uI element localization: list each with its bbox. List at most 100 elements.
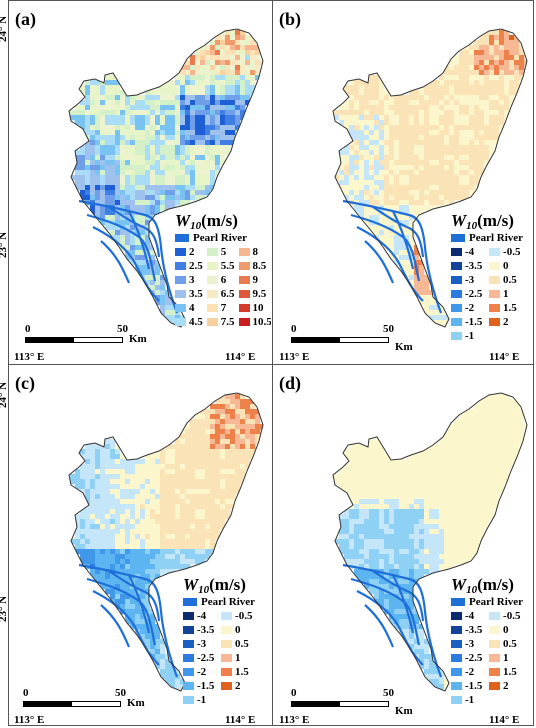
legend-value: 2	[189, 245, 195, 258]
city-boundary	[68, 28, 264, 328]
legend-value: 8	[252, 245, 259, 258]
lon-label-b-right: 114° E	[489, 351, 520, 363]
legend-swatch	[238, 261, 250, 270]
legend-swatch	[175, 275, 186, 284]
legend-swatch	[451, 275, 462, 284]
legend-swatch	[206, 275, 218, 284]
legend-value: 0	[503, 623, 509, 636]
legend-value: 5	[220, 245, 227, 258]
legend-value: -2	[197, 665, 207, 678]
panel-label-d: (d)	[279, 373, 301, 393]
legend-value: -1.5	[197, 679, 215, 692]
legend-item: -0.5	[489, 609, 523, 622]
legend-value: 1.5	[503, 301, 517, 314]
lon-label-c-left: 113° E	[14, 714, 45, 726]
legend-swatch	[206, 317, 218, 326]
scale-bar-d: 0 50 Km	[291, 687, 413, 717]
legend-item: 0	[489, 259, 523, 272]
legend-a: W10(m/s) Pearl River 2 2.5 3 3.5 4 4.5 5 5.5 6 6.…	[175, 211, 271, 328]
legend-item: 2.5	[175, 259, 203, 272]
lat-label-24-bottom: 24° N	[0, 382, 9, 408]
legend-item: -0.5	[221, 609, 255, 622]
legend-swatch	[451, 611, 462, 620]
legend-item: 6	[206, 273, 235, 286]
lat-label-23-bottom: 23° N	[0, 596, 9, 622]
legend-value: -1.5	[465, 315, 483, 328]
legend-swatch	[238, 317, 250, 326]
legend-c: W10(m/s) Pearl River -4 -3.5 -3 -2.5 -2 -1.5-…	[183, 575, 255, 706]
legend-swatch	[489, 247, 501, 256]
legend-items-a: 2 2.5 3 3.5 4 4.5 5 5.5 6 6.5 7 7.5 8 8.5 9 9.5 10 10.5	[175, 245, 271, 328]
legend-swatch	[221, 681, 233, 690]
legend-value: 6	[220, 273, 227, 286]
legend-swatch	[175, 247, 186, 256]
legend-swatch	[489, 317, 501, 326]
legend-item: 8.5	[238, 259, 272, 272]
legend-item: -3.5	[183, 623, 217, 636]
panel-divider-vertical	[272, 0, 273, 726]
legend-value: 1	[503, 651, 509, 664]
legend-item: -0.5	[489, 245, 523, 258]
legend-value: 2.5	[189, 259, 203, 272]
legend-swatch	[221, 667, 233, 676]
lon-label-c-right: 114° E	[225, 714, 256, 726]
figure-frame	[8, 0, 534, 726]
legend-swatch	[489, 653, 501, 662]
legend-item: -3	[451, 637, 485, 650]
legend-item: -1	[183, 693, 217, 706]
legend-swatch	[206, 261, 218, 270]
legend-title-d: W10(m/s)	[451, 575, 514, 596]
lat-label-24-top: 24° N	[0, 16, 9, 42]
legend-swatch	[489, 289, 501, 298]
legend-value: 0.5	[503, 637, 517, 650]
legend-item: -1	[451, 693, 485, 706]
legend-swatch	[238, 303, 250, 312]
legend-swatch	[206, 303, 218, 312]
legend-swatch	[183, 653, 194, 662]
legend-item: 0.5	[221, 637, 255, 650]
lat-label-23-top: 23° N	[0, 232, 9, 258]
legend-value: 9	[252, 273, 259, 286]
legend-item: -1.5	[451, 315, 485, 328]
legend-item: 2	[175, 245, 203, 258]
legend-item: 10	[238, 301, 272, 314]
legend-value: -1	[197, 693, 207, 706]
legend-value: 10	[252, 301, 264, 314]
legend-item: -3.5	[451, 623, 485, 636]
legend-swatch	[206, 247, 218, 256]
map-panel-c: (c) W10(m/s) Pearl River -4 -3.5 -3 -2.5 -2-…	[9, 365, 271, 727]
legend-swatch	[221, 611, 233, 620]
legend-item: -2	[451, 301, 485, 314]
legend-value: 2	[503, 679, 509, 692]
legend-item: 0	[221, 623, 255, 636]
legend-value: -3	[465, 637, 475, 650]
legend-item: 1.5	[221, 665, 255, 678]
panel-divider-horizontal	[8, 364, 534, 365]
legend-value: 5.5	[220, 259, 235, 272]
legend-swatch	[175, 261, 186, 270]
legend-swatch	[175, 303, 186, 312]
legend-swatch	[451, 247, 462, 256]
lon-label-d-left: 113° E	[279, 714, 310, 726]
legend-swatch	[451, 625, 462, 634]
lon-label-a-right: 114° E	[225, 351, 256, 363]
legend-item: 10.5	[238, 315, 271, 328]
legend-value: -3.5	[197, 623, 215, 636]
legend-value: 0.5	[503, 273, 517, 286]
legend-item: 2	[489, 315, 523, 328]
legend-item: 6.5	[206, 287, 235, 300]
legend-item: -1.5	[451, 679, 485, 692]
pearl-river	[342, 199, 443, 314]
legend-item: 0.5	[489, 273, 523, 286]
legend-value: 0	[235, 623, 241, 636]
legend-value: -3.5	[465, 259, 483, 272]
legend-value: 4.5	[189, 315, 203, 328]
legend-value: 7.5	[220, 315, 235, 328]
legend-value: 1	[503, 287, 509, 300]
legend-item: -3	[451, 273, 485, 286]
map-cells	[70, 394, 263, 690]
legend-river-a: Pearl River	[175, 232, 271, 244]
legend-swatch	[489, 625, 501, 634]
legend-item: -4	[451, 609, 485, 622]
scale-bar-a: 0 50 Km	[25, 323, 147, 345]
